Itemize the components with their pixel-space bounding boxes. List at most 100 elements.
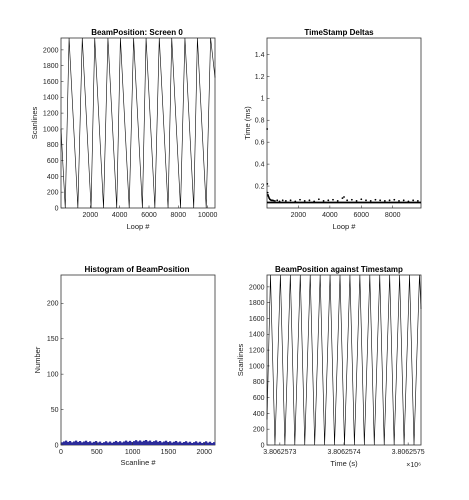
x-tick-label: 6000 [141, 212, 157, 219]
histogram-bar [85, 440, 88, 445]
histogram-bar [195, 441, 198, 445]
histogram-bar [67, 441, 70, 445]
histogram-bar [137, 441, 140, 445]
y-axis-label: Number [33, 346, 42, 373]
x-tick-label: 0 [59, 449, 63, 456]
y-ticks: 0 200 400 600 800 1000 1200 1400 1600 1800 2000 [249, 284, 270, 449]
histogram-bar [197, 442, 200, 445]
chart-title: Histogram of BeamPosition [85, 265, 190, 274]
data-point [412, 199, 415, 202]
y-tick-label: 1 [261, 96, 265, 103]
histogram-bar [175, 440, 178, 445]
x-axis-label: Loop # [127, 222, 151, 231]
y-ticks: 0.2 0.4 0.6 0.8 1 1.2 1.4 [255, 52, 270, 190]
histogram-bar [97, 442, 100, 445]
panel-beam-position-vs-timestamp: BeamPosition against Timestamp 3.8062573… [236, 265, 425, 469]
y-tick-label: 200 [47, 301, 59, 308]
histogram-bar [143, 440, 146, 445]
data-point [365, 199, 367, 202]
histogram-bar [163, 441, 166, 445]
x-axis-label: Loop # [333, 222, 357, 231]
histogram-bar [193, 442, 196, 445]
y-tick-label: 2000 [43, 47, 59, 54]
histogram-bar [91, 442, 94, 445]
x-ticks: 2000 4000 6000 8000 [291, 205, 401, 219]
histogram-bar [201, 443, 204, 445]
data-point [374, 198, 377, 201]
y-tick-label: 1.2 [255, 74, 265, 81]
chart-title: BeamPosition: Screen 0 [91, 28, 183, 37]
x-tick-label: 4000 [112, 212, 128, 219]
histogram-bar [63, 441, 66, 445]
histogram-bar [105, 441, 108, 445]
histogram-bars [61, 440, 216, 445]
data-point [281, 199, 284, 202]
histogram-bar [179, 441, 182, 445]
histogram-bar [183, 442, 186, 445]
sawtooth-line [266, 274, 422, 446]
x-tick-label: 2000 [196, 449, 212, 456]
x-tick-label: 1500 [161, 449, 177, 456]
histogram-bar [153, 441, 156, 445]
histogram-bar [129, 440, 132, 445]
data-point [276, 199, 279, 202]
data-point [313, 200, 316, 203]
histogram-bar [75, 440, 78, 445]
y-tick-label: 0 [261, 442, 265, 449]
histogram-bar [131, 442, 134, 445]
y-tick-label: 800 [253, 379, 265, 386]
y-tick-label: 1600 [43, 79, 59, 86]
histogram-bar [199, 441, 202, 445]
histogram-bar [161, 442, 164, 445]
data-point [266, 128, 269, 130]
x-tick-label: 2000 [291, 212, 307, 219]
histogram-bar [119, 441, 122, 445]
x-tick-label: 6000 [353, 212, 369, 219]
data-point [294, 200, 297, 203]
chart-title: TimeStamp Deltas [304, 28, 374, 37]
data-point [402, 199, 405, 202]
data-point [336, 199, 339, 202]
data-point [407, 200, 410, 203]
histogram-bar [107, 442, 110, 445]
histogram-bar [155, 440, 158, 445]
series-line [60, 37, 216, 209]
histogram-bar [111, 442, 114, 445]
histogram-bar [123, 441, 126, 445]
histogram-bar [73, 441, 76, 445]
x-tick-label: 8000 [171, 212, 187, 219]
histogram-bar [213, 442, 216, 445]
histogram-bar [93, 441, 96, 445]
data-point [369, 199, 372, 202]
histogram-bar [79, 441, 82, 445]
histogram-bar [209, 441, 212, 445]
histogram-bar [205, 441, 208, 445]
y-tick-label: 600 [47, 158, 59, 165]
histogram-bar [71, 442, 74, 445]
histogram-bar [147, 441, 150, 445]
data-point [327, 199, 330, 202]
y-tick-label: 800 [47, 142, 59, 149]
x-tick-label: 3.8062573 [263, 449, 296, 456]
data-point [398, 199, 400, 202]
y-tick-label: 50 [51, 407, 59, 414]
histogram-bar [141, 441, 144, 445]
histogram-bar [187, 442, 190, 445]
data-point [272, 199, 275, 202]
y-tick-label: 150 [47, 336, 59, 343]
x-tick-label: 500 [91, 449, 103, 456]
x-tick-label: 4000 [322, 212, 338, 219]
data-point [393, 198, 396, 201]
histogram-bar [81, 442, 84, 445]
y-tick-label: 400 [253, 411, 265, 418]
x-axis-label: Scanline # [120, 458, 156, 467]
data-point [266, 191, 269, 194]
histogram-bar [83, 441, 86, 445]
histogram-bar [157, 441, 160, 445]
data-point [346, 199, 349, 202]
histogram-bar [69, 441, 72, 445]
y-tick-label: 0.4 [255, 162, 265, 169]
x-tick-label: 3.8062575 [392, 449, 425, 456]
data-point [343, 196, 345, 198]
y-ticks: 0 50 100 150 200 [47, 301, 64, 449]
